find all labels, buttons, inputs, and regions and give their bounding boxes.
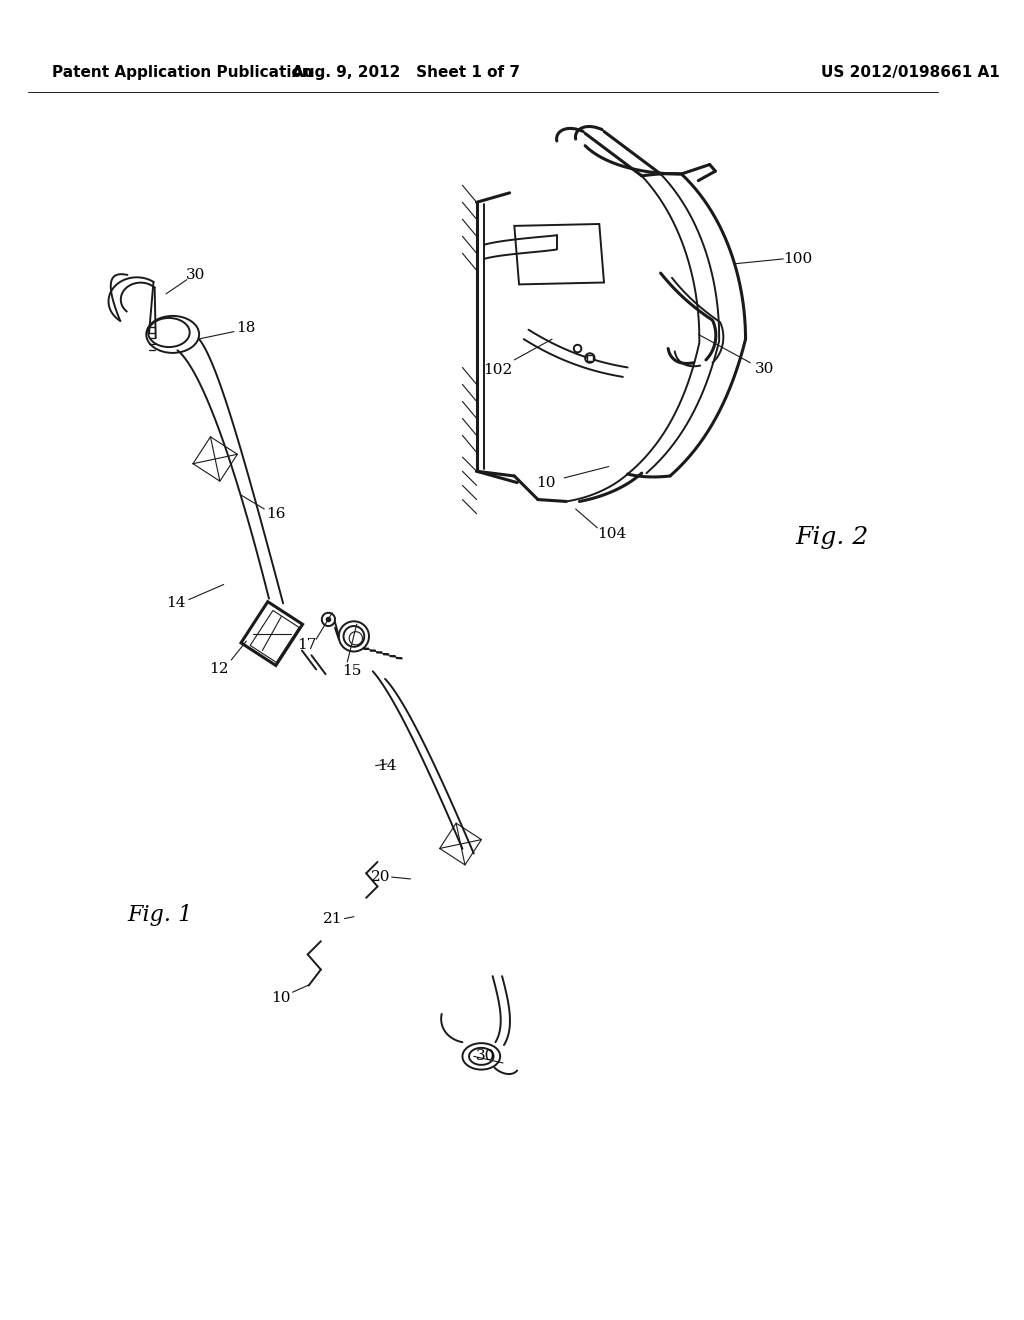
Text: Fig. 2: Fig. 2 (796, 525, 868, 549)
Text: 10: 10 (271, 991, 291, 1005)
Text: 12: 12 (209, 663, 228, 676)
Text: 21: 21 (324, 912, 343, 925)
Polygon shape (514, 224, 604, 284)
Text: 10: 10 (536, 475, 555, 490)
Text: 15: 15 (342, 664, 361, 678)
Text: 18: 18 (236, 321, 255, 335)
Text: Fig. 1: Fig. 1 (127, 904, 193, 925)
Text: 14: 14 (377, 759, 396, 772)
Text: Patent Application Publication: Patent Application Publication (52, 66, 312, 81)
Text: 16: 16 (266, 507, 286, 520)
Text: 20: 20 (371, 870, 390, 884)
Text: 30: 30 (185, 268, 205, 282)
Text: 30: 30 (476, 1049, 496, 1064)
Text: 30: 30 (755, 362, 774, 376)
Text: 100: 100 (782, 252, 812, 265)
Text: 17: 17 (297, 638, 316, 652)
Text: US 2012/0198661 A1: US 2012/0198661 A1 (821, 66, 999, 81)
Text: Aug. 9, 2012   Sheet 1 of 7: Aug. 9, 2012 Sheet 1 of 7 (292, 66, 520, 81)
Text: 14: 14 (166, 597, 185, 610)
Text: 104: 104 (597, 528, 626, 541)
Text: 102: 102 (482, 363, 512, 378)
